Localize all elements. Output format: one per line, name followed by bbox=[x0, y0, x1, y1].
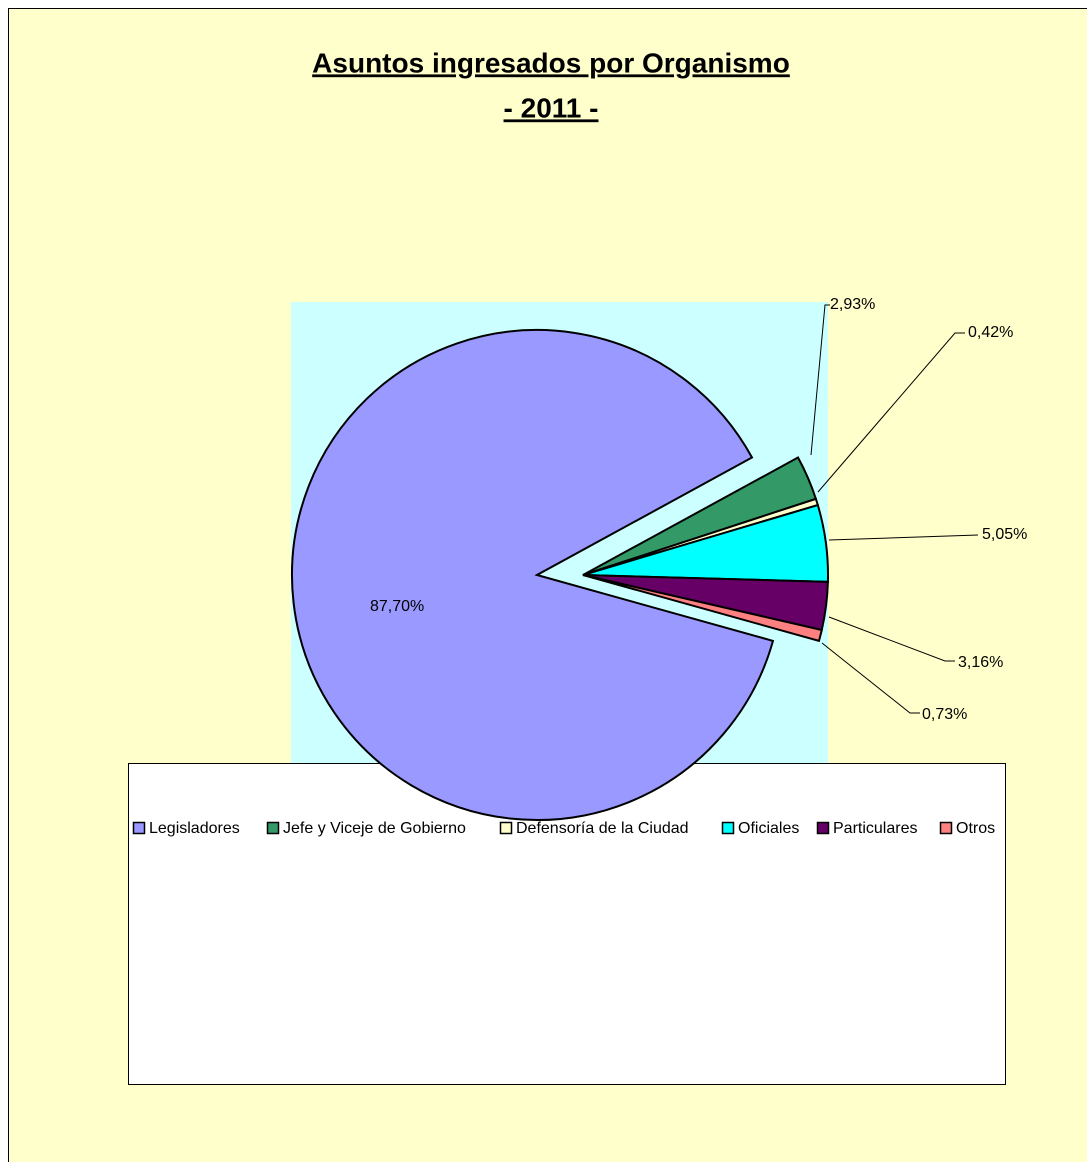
data-label: 3,16% bbox=[958, 654, 1003, 671]
chart-title: Asuntos ingresados por Organismo bbox=[312, 47, 790, 78]
leader-line bbox=[821, 642, 920, 714]
legend-swatch bbox=[721, 821, 735, 835]
pie-slice bbox=[291, 329, 775, 821]
leader-line bbox=[828, 616, 955, 662]
leader-line bbox=[828, 534, 979, 541]
data-label: 2,93% bbox=[830, 296, 875, 313]
legend-swatch bbox=[132, 821, 146, 835]
legend-label: Legisladores bbox=[149, 820, 240, 837]
pie-slice bbox=[582, 574, 823, 643]
legend-swatch bbox=[816, 821, 830, 835]
legend-swatch bbox=[266, 821, 280, 835]
legend-swatch bbox=[939, 821, 953, 835]
leader-line bbox=[817, 332, 965, 493]
leader-line bbox=[810, 304, 830, 456]
data-label: 0,42% bbox=[968, 324, 1013, 341]
chart-subtitle: - 2011 - bbox=[504, 92, 599, 123]
data-label: 87,70% bbox=[370, 598, 424, 615]
legend-label: Oficiales bbox=[738, 820, 799, 837]
legend-label: Particulares bbox=[833, 820, 917, 837]
data-label: 5,05% bbox=[982, 526, 1027, 543]
data-label: 0,73% bbox=[922, 706, 967, 723]
legend-label: Defensoría de la Ciudad bbox=[516, 820, 689, 837]
legend-swatch bbox=[499, 821, 513, 835]
legend-label: Jefe y Viceje de Gobierno bbox=[283, 820, 466, 837]
legend-label: Otros bbox=[956, 820, 995, 837]
